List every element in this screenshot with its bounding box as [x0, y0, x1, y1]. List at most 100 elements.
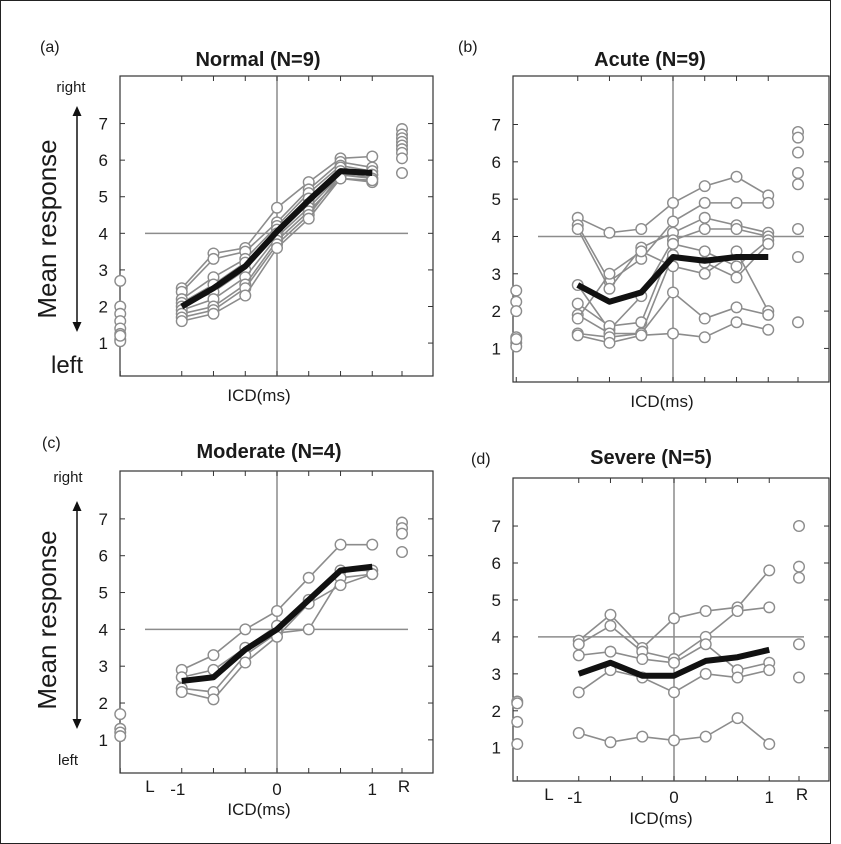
subject-point	[604, 736, 617, 749]
subject-point	[207, 252, 220, 265]
subject-point	[763, 601, 776, 614]
subject-point	[302, 212, 315, 225]
subject-point	[731, 712, 744, 725]
y-tick-label: 5	[99, 584, 108, 603]
R-point	[396, 546, 409, 559]
panel-c-plot: 1 2 3 4 5 6 7 -1 0 1	[99, 470, 434, 799]
subject-point	[763, 664, 776, 677]
subject-point	[730, 301, 743, 314]
L-point	[114, 274, 127, 287]
R-point	[793, 638, 806, 651]
panel-c-title: Moderate (N=4)	[196, 441, 341, 463]
subject-point	[763, 564, 776, 577]
subject-point	[730, 222, 743, 235]
subject-point	[571, 297, 584, 310]
subject-point	[730, 170, 743, 183]
y-tick-label: 5	[492, 591, 501, 610]
subject-point	[334, 579, 347, 592]
panel-c-x-label: ICD(ms)	[227, 800, 290, 819]
plot-area-frame	[512, 75, 830, 383]
y-tick-label: 2	[99, 297, 108, 316]
subject-point	[571, 329, 584, 342]
L-point	[114, 329, 127, 342]
L-point	[510, 333, 523, 346]
subject-point	[699, 667, 712, 680]
subject-point	[762, 323, 775, 336]
subject-point	[668, 656, 681, 669]
panel-b-plot: 1 2 3 4 5 6 7	[492, 75, 830, 383]
subject-point	[763, 738, 776, 751]
x-tick-label: 1	[368, 780, 377, 799]
panel-b-x-label: ICD(ms)	[630, 392, 693, 411]
L-point	[511, 715, 524, 728]
y-tick-label: 5	[492, 190, 501, 209]
subject-point	[730, 260, 743, 273]
subject-point	[668, 734, 681, 747]
panel-a-arrow-up-head	[72, 106, 82, 116]
panel-b-title: Acute (N=9)	[594, 49, 706, 71]
subject-point	[239, 289, 252, 302]
y-tick-label: 1	[492, 339, 501, 358]
y-tick-label: 1	[99, 334, 108, 353]
subject-point	[175, 685, 188, 698]
panel-c-letter: (c)	[42, 435, 61, 452]
L-point	[511, 738, 524, 751]
panel-a-left-label: left	[51, 352, 83, 379]
subject-point	[604, 645, 617, 658]
panel-c-R-label: R	[398, 777, 410, 796]
panel-b: (b) Acute (N=9) ICD(ms) 1 2 3 4 5 6 7	[458, 39, 830, 411]
L-point	[114, 730, 127, 743]
panel-d-x-label: ICD(ms)	[629, 809, 692, 828]
y-tick-label: 2	[492, 702, 501, 721]
mean-line	[181, 563, 373, 684]
y-tick-label: 2	[99, 694, 108, 713]
subject-point	[698, 222, 711, 235]
subject-point	[271, 604, 284, 617]
subject-point	[207, 649, 220, 662]
subject-point	[667, 286, 680, 299]
subject-point	[603, 282, 616, 295]
subject-point	[699, 638, 712, 651]
panel-a-letter: (a)	[40, 39, 60, 56]
subject-point	[699, 730, 712, 743]
subject-point	[366, 150, 379, 163]
subject-point	[635, 329, 648, 342]
subject-point	[762, 196, 775, 209]
subject-point	[731, 605, 744, 618]
x-tick-label: -1	[567, 788, 582, 807]
subject-point	[366, 174, 379, 187]
subject-point	[698, 267, 711, 280]
subject-point	[603, 267, 616, 280]
subject-point	[572, 649, 585, 662]
subject-point	[604, 619, 617, 632]
subject-point	[731, 671, 744, 684]
subject-point	[730, 271, 743, 284]
L-point	[510, 284, 523, 297]
subject-point	[698, 245, 711, 258]
y-tick-label: 7	[492, 517, 501, 536]
subject-point	[668, 686, 681, 699]
subject-point	[698, 180, 711, 193]
y-tick-label: 6	[492, 153, 501, 172]
panel-a-right-label: right	[56, 79, 86, 96]
subject-point	[698, 312, 711, 325]
panel-c-L-label: L	[145, 777, 154, 796]
subject-point	[271, 201, 284, 214]
subject-point	[239, 623, 252, 636]
subject-point	[603, 336, 616, 349]
subject-point	[762, 308, 775, 321]
panel-c: (c) Moderate (N=4) right left Mean respo…	[32, 435, 434, 819]
y-tick-label: 6	[99, 547, 108, 566]
y-tick-label: 4	[492, 227, 501, 246]
panel-b-letter: (b)	[458, 39, 478, 56]
subject-point	[667, 327, 680, 340]
subject-point	[572, 726, 585, 739]
R-point	[793, 571, 806, 584]
plot-area-frame	[512, 477, 830, 782]
R-point	[793, 560, 806, 573]
panel-c-y-axis-title: Mean response	[32, 530, 62, 709]
panel-a-arrow-down-head	[72, 322, 82, 332]
panel-c-arrow-down-head	[72, 719, 82, 729]
panel-a-y-axis-title: Mean response	[32, 139, 62, 318]
